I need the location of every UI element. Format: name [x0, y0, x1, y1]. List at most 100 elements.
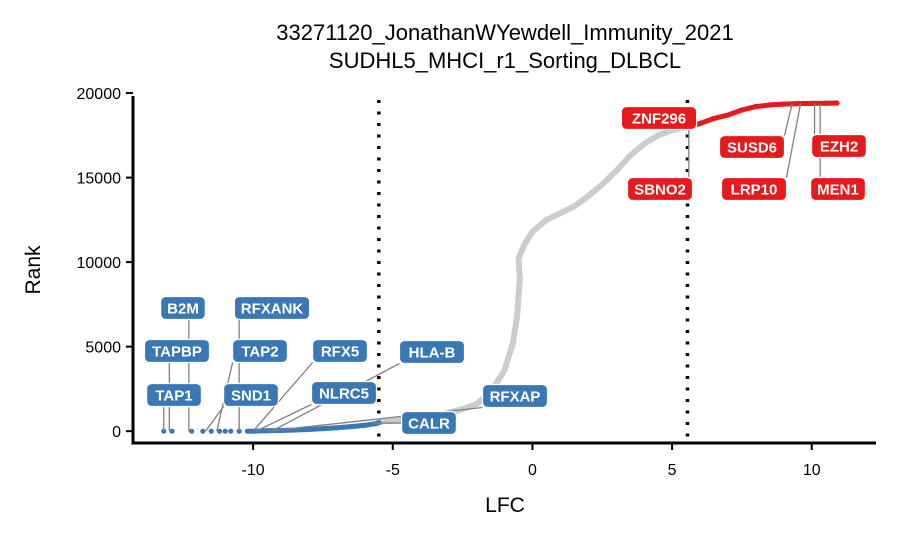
depleted-point	[334, 425, 340, 431]
gene-label-box	[401, 410, 458, 436]
x-axis-ticks: -10 -5 0 5 10	[242, 443, 821, 479]
gene-label-box	[398, 339, 466, 365]
depleted-point	[222, 428, 228, 434]
gene-label-text: MEN1	[817, 182, 859, 199]
data-points	[161, 100, 840, 434]
gene-label-box	[143, 338, 211, 364]
enriched-point	[697, 120, 703, 127]
x-axis-title: LFC	[485, 494, 525, 517]
depleted-point	[189, 428, 195, 434]
enriched-point	[711, 115, 717, 122]
y-tick-label: 15000	[77, 171, 122, 188]
gene-label-box	[620, 105, 698, 131]
gene-label-text: SND1	[231, 388, 271, 405]
gene-label-box	[481, 383, 549, 409]
gene-label-text: SBNO2	[634, 182, 686, 199]
depleted-point	[200, 428, 206, 434]
gene-label: MEN1	[809, 176, 866, 202]
background-point	[641, 141, 647, 147]
gene-label-box	[146, 382, 203, 408]
x-tick-label: 0	[528, 462, 537, 479]
x-tick-label: -10	[242, 462, 265, 479]
leader-line	[783, 103, 793, 136]
x-tick-label: 5	[668, 462, 677, 479]
gene-label-text: TAP1	[155, 388, 192, 405]
background-point	[543, 217, 549, 223]
gene-label: LRP10	[720, 176, 788, 202]
gene-label-box	[232, 338, 289, 364]
gene-label-text: HLA-B	[409, 345, 456, 362]
gene-label: SUSD6	[718, 134, 786, 160]
background-point	[515, 256, 522, 262]
depleted-point	[306, 426, 312, 433]
x-tick-label: 10	[803, 462, 821, 479]
background-point	[517, 276, 523, 282]
leader-line	[252, 362, 314, 432]
y-tick-label: 20000	[77, 86, 122, 103]
depleted-point	[362, 422, 368, 428]
gene-label: SND1	[223, 382, 280, 408]
depleted-point	[228, 428, 234, 434]
gene-label-box	[718, 134, 786, 160]
gene-label-box	[160, 295, 206, 321]
depleted-point	[320, 426, 326, 432]
gene-label: SBNO2	[626, 176, 694, 202]
gene-label-box	[720, 176, 788, 202]
y-tick-label: 0	[112, 424, 121, 441]
background-point	[473, 401, 480, 407]
enriched-point	[781, 101, 787, 107]
gene-label: RFXAP	[481, 383, 549, 409]
y-axis-ticks: 0 5000 10000 15000 20000	[77, 86, 133, 441]
gene-label: RFX5	[312, 338, 369, 364]
background-point	[521, 242, 527, 248]
gene-label-text: TAP2	[241, 344, 278, 361]
enriched-point	[739, 107, 745, 113]
enriched-point	[823, 100, 829, 106]
background-point	[585, 193, 591, 199]
gene-label-box	[810, 133, 867, 159]
axes: -10 -5 0 5 10 0 5000 10000 15000 20000	[77, 86, 876, 479]
y-tick-label: 5000	[85, 340, 121, 357]
gene-label-text: EZH2	[820, 139, 858, 156]
background-point	[599, 181, 605, 187]
gene-label-text: TAPBP	[152, 344, 202, 361]
chart-subtitle: SUDHL5_MHCI_r1_Sorting_DLBCL	[329, 48, 681, 73]
gene-label: TAPBP	[143, 338, 211, 364]
background-point	[557, 210, 563, 216]
chart-title: 33271120_JonathanWYewdell_Immunity_2021	[276, 20, 733, 45]
background-point	[571, 203, 577, 209]
gene-label-box	[809, 176, 866, 202]
y-tick-label: 10000	[77, 255, 122, 272]
gene-label-box	[223, 382, 280, 408]
leader-line	[255, 403, 312, 432]
enriched-point	[795, 100, 801, 107]
gene-label: CALR	[401, 410, 458, 436]
background-point	[510, 340, 516, 346]
depleted-point	[348, 424, 354, 430]
gene-label-box	[312, 338, 369, 364]
gene-label: HLA-B	[398, 339, 466, 365]
depleted-point	[216, 428, 223, 434]
background-point	[515, 293, 522, 299]
gene-label-text: RFXANK	[241, 301, 304, 318]
enriched-point	[767, 102, 773, 108]
depleted-point	[208, 428, 214, 434]
gene-label-text: RFXAP	[490, 389, 541, 406]
gene-label-box	[626, 176, 694, 202]
enriched-point	[809, 100, 815, 106]
x-tick-label: -5	[386, 462, 400, 479]
gene-label-text: SUSD6	[727, 140, 777, 157]
gene-label-box	[233, 295, 311, 321]
background-point	[501, 367, 508, 373]
enriched-point	[725, 112, 731, 118]
background-point	[514, 313, 520, 319]
y-axis-title: Rank	[22, 245, 45, 295]
leader-line	[205, 406, 225, 432]
background-point	[655, 132, 661, 138]
gene-label-text: RFX5	[321, 344, 359, 361]
enriched-point	[753, 103, 759, 110]
gene-label-box	[310, 380, 378, 406]
gene-label: TAP1	[146, 382, 203, 408]
depleted-point	[169, 428, 175, 434]
